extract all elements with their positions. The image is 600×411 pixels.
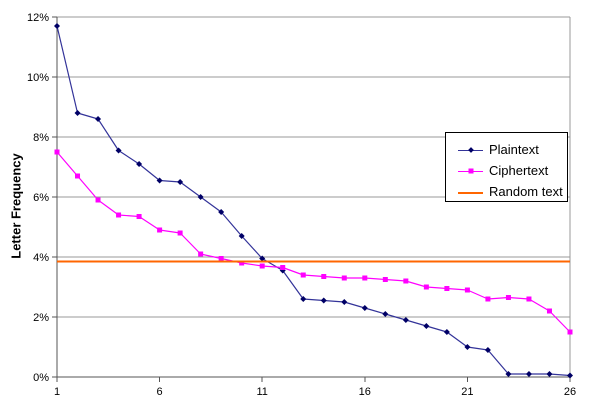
random-text-line-swatch-icon (458, 188, 483, 197)
diamond-marker (423, 323, 430, 329)
diamond-marker (525, 371, 532, 377)
square-marker (382, 277, 388, 282)
square-marker (95, 197, 101, 203)
square-marker (300, 272, 306, 278)
diamond-marker (54, 23, 60, 29)
square-marker (280, 265, 286, 270)
legend-label-plaintext: Plaintext (489, 142, 539, 157)
square-marker (198, 251, 204, 257)
diamond-marker (402, 317, 409, 323)
y-tick-label: 8% (33, 132, 49, 144)
square-marker-icon (468, 168, 473, 174)
y-tick-label: 0% (33, 372, 49, 384)
y-tick-label: 10% (27, 72, 49, 84)
diamond-marker (484, 347, 491, 353)
square-marker (239, 260, 245, 266)
diamond-marker (382, 311, 389, 317)
square-marker (157, 227, 163, 233)
x-tick-label: 11 (256, 386, 267, 398)
legend-item-random-text: Random text (458, 183, 567, 201)
y-tick-label: 6% (33, 192, 49, 204)
square-marker (362, 275, 368, 281)
y-tick-label: 4% (33, 252, 49, 264)
x-tick-label: 1 (54, 386, 60, 398)
legend-item-ciphertext: Ciphertext (458, 162, 567, 180)
diamond-marker (567, 372, 573, 379)
diamond-marker (115, 147, 122, 154)
square-marker (341, 275, 347, 281)
diamond-marker (464, 344, 471, 350)
diamond-marker (259, 255, 266, 262)
square-marker (136, 214, 142, 219)
x-tick-label: 26 (564, 386, 576, 398)
legend-item-plaintext: Plaintext (458, 141, 567, 159)
diamond-marker (197, 194, 204, 200)
square-marker (259, 263, 265, 269)
square-marker (321, 274, 327, 279)
series-plaintext-line (56, 25, 571, 377)
square-marker (526, 296, 532, 302)
diamond-marker (505, 371, 512, 377)
diamond-marker (177, 179, 184, 185)
x-tick-label: 16 (359, 386, 371, 398)
diamond-marker (300, 296, 307, 302)
square-marker (485, 296, 491, 302)
diamond-marker (341, 299, 348, 305)
legend-label-ciphertext: Ciphertext (489, 163, 549, 178)
square-marker (546, 308, 552, 314)
square-marker (75, 173, 81, 179)
diamond-marker (95, 116, 102, 122)
diamond-marker (443, 329, 450, 335)
square-marker (116, 212, 122, 218)
square-marker (464, 287, 470, 293)
diamond-marker (361, 305, 368, 311)
square-marker (423, 284, 429, 290)
square-marker (567, 329, 573, 335)
square-marker (54, 149, 60, 155)
diamond-marker (238, 233, 245, 239)
diamond-marker (218, 209, 225, 215)
diamond-marker (74, 110, 81, 116)
diamond-marker (136, 161, 143, 167)
y-tick-label: 12% (27, 12, 49, 24)
y-tick-label: 2% (33, 312, 49, 324)
plaintext-line-swatch-icon (458, 146, 483, 155)
series-ciphertext-line (56, 151, 571, 333)
legend-label-random-text: Random text (489, 184, 563, 199)
diamond-marker (320, 297, 327, 304)
square-marker (444, 286, 450, 291)
swatch-line (458, 191, 483, 194)
legend: Plaintext Ciphertext Random text (445, 132, 568, 202)
diamond-marker (156, 177, 163, 184)
x-tick-label: 6 (157, 386, 163, 398)
square-marker (218, 256, 224, 261)
square-marker (177, 230, 183, 236)
diamond-marker (546, 371, 553, 377)
diamond-marker-icon (467, 147, 474, 153)
square-marker (403, 278, 409, 284)
square-marker (505, 295, 511, 300)
ciphertext-line-swatch-icon (458, 167, 483, 176)
y-axis-title: Letter Frequency (8, 153, 24, 259)
x-tick-label: 21 (461, 386, 473, 398)
